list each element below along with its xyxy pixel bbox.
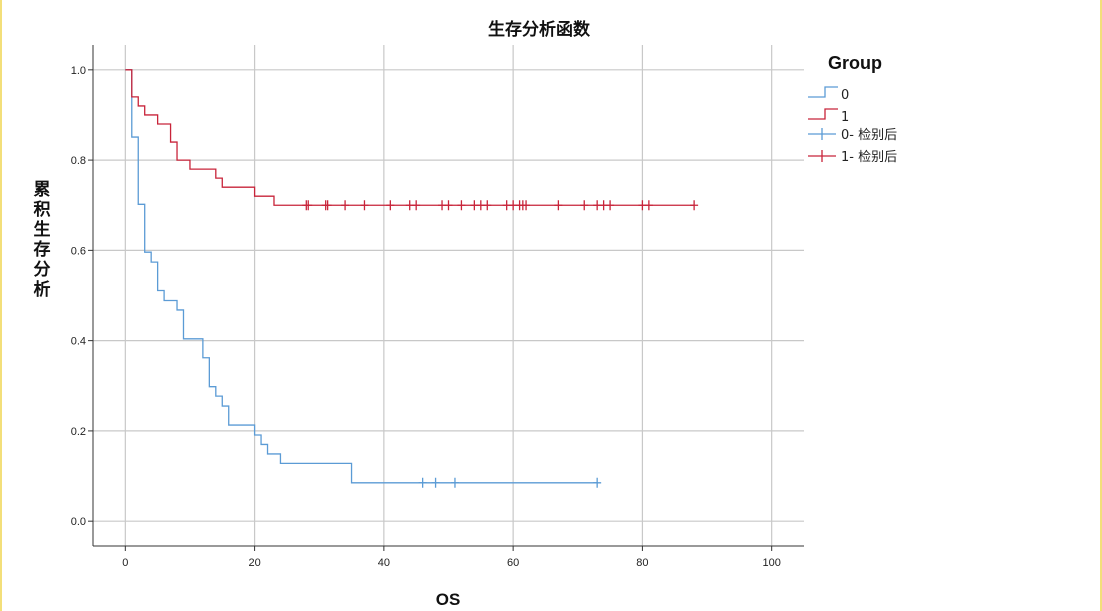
censor-mark-group-1 (323, 200, 332, 211)
censor-mark-group-1 (644, 200, 653, 211)
legend-swatch-1 (808, 108, 838, 120)
x-tick-label: 60 (507, 557, 519, 569)
survival-line-group-1 (125, 69, 695, 206)
chart-title: 生存分析函数 (488, 19, 591, 40)
legend-title: Group (828, 53, 882, 73)
y-tick-label: 0.8 (71, 155, 86, 167)
legend: Group 0 1 0- 检别后 1- 检别后 (808, 53, 897, 165)
y-tick-label: 0.6 (71, 245, 86, 257)
censor-mark-group-1 (690, 200, 699, 211)
censor-mark-group-1 (457, 200, 466, 211)
y-tick-label: 1.0 (71, 65, 86, 77)
axes: 0 20 40 60 80 100 0.0 0.2 0.4 0.6 0.8 1.0 累积生存分析 (34, 45, 804, 569)
x-tick-label: 80 (636, 557, 648, 569)
survival-line-group-0 (125, 69, 598, 484)
censor-mark-group-1 (554, 200, 563, 211)
censor-mark-group-1 (360, 200, 369, 211)
censor-mark-group-1 (444, 200, 453, 211)
legend-label: 1- 检别后 (841, 150, 897, 165)
legend-swatch-0 (808, 86, 838, 98)
censor-mark-group-1 (412, 200, 421, 211)
x-tick-label: 100 (763, 557, 781, 569)
censor-mark-group-1 (522, 200, 531, 211)
censor-mark-group-1 (606, 200, 615, 211)
x-tick-label: 0 (122, 557, 128, 569)
legend-label: 0- 检别后 (841, 128, 897, 143)
y-tick-label: 0.0 (71, 516, 86, 528)
legend-label: 1 (841, 110, 849, 125)
censor-mark-group-1 (304, 200, 313, 211)
x-tick-label: 20 (248, 557, 260, 569)
legend-censor-swatch-1 (808, 150, 836, 162)
legend-censor-swatch-0 (808, 128, 836, 140)
x-tick-label: 40 (378, 557, 390, 569)
censor-mark-group-0 (593, 477, 602, 488)
y-tick-label: 0.4 (71, 336, 86, 348)
censor-mark-group-0 (431, 477, 440, 488)
y-axis-label: 累积生存分析 (34, 180, 51, 300)
censor-mark-group-0 (418, 477, 427, 488)
x-axis-label: OS (436, 590, 461, 609)
censor-mark-group-1 (386, 200, 395, 211)
gridlines (93, 45, 804, 546)
legend-label: 0 (841, 88, 849, 103)
censor-mark-group-1 (580, 200, 589, 211)
series-layer (125, 69, 699, 488)
y-tick-label: 0.2 (71, 426, 86, 438)
censor-mark-group-1 (341, 200, 350, 211)
censor-mark-group-0 (450, 477, 459, 488)
censor-mark-group-1 (483, 200, 492, 211)
